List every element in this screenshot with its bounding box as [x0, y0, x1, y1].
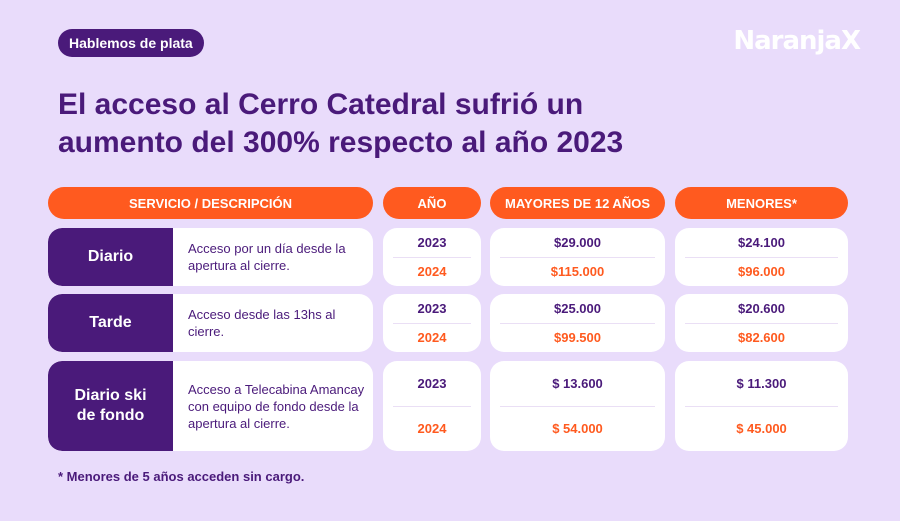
price-2023: $20.600 [738, 301, 785, 316]
price-2023: $25.000 [554, 301, 601, 316]
minors-price-cell: $20.600 $82.600 [675, 294, 848, 352]
minors-price-cell: $24.100 $96.000 [675, 228, 848, 286]
service-name: Tarde [48, 294, 173, 352]
minors-price-cell: $ 11.300 $ 45.000 [675, 361, 848, 451]
footnote: * Menores de 5 años acceden sin cargo. [58, 469, 305, 484]
header-service: SERVICIO / DESCRIPCIÓN [48, 187, 373, 219]
service-cell: Diario ski de fondo Acceso a Telecabina … [48, 361, 373, 451]
year-2024: 2024 [417, 421, 447, 436]
cell-divider [685, 406, 838, 407]
table-row: Diario ski de fondo Acceso a Telecabina … [48, 361, 848, 451]
price-2023: $ 13.600 [552, 376, 603, 391]
price-2024: $96.000 [738, 264, 785, 279]
cell-divider [393, 257, 471, 258]
year-2024: 2024 [417, 264, 447, 279]
year-cell: 2023 2024 [383, 361, 481, 451]
service-description: Acceso desde las 13hs al cierre. [188, 307, 336, 339]
category-tag: Hablemos de plata [58, 29, 204, 57]
price-2024: $ 45.000 [736, 421, 787, 436]
service-name: Diario ski de fondo [48, 361, 173, 451]
price-2023: $ 11.300 [736, 376, 787, 391]
service-cell: Tarde Acceso desde las 13hs al cierre. [48, 294, 373, 352]
header-adults: MAYORES DE 12 AÑOS [490, 187, 665, 219]
adults-price-cell: $25.000 $99.500 [490, 294, 665, 352]
table-row: Tarde Acceso desde las 13hs al cierre. 2… [48, 294, 848, 352]
price-2024: $115.000 [550, 264, 605, 279]
year-cell: 2023 2024 [383, 294, 481, 352]
page-title: El acceso al Cerro Catedral sufrió un au… [58, 88, 624, 159]
cell-divider [500, 323, 655, 324]
price-2024: $99.500 [554, 330, 601, 345]
price-2023: $24.100 [738, 235, 785, 250]
price-2023: $29.000 [554, 235, 601, 250]
service-cell: Diario Acceso por un día desde la apertu… [48, 228, 373, 286]
table-row: Diario Acceso por un día desde la apertu… [48, 228, 848, 286]
year-2023: 2023 [417, 235, 447, 250]
adults-price-cell: $ 13.600 $ 54.000 [490, 361, 665, 451]
adults-price-cell: $29.000 $115.000 [490, 228, 665, 286]
service-description: Acceso a Telecabina Amancay con equipo d… [188, 381, 365, 431]
year-2023: 2023 [417, 301, 447, 316]
naranjax-logo: NaranjaX [733, 26, 861, 56]
cell-divider [500, 406, 655, 407]
year-2024: 2024 [417, 330, 447, 345]
service-name: Diario [48, 228, 173, 286]
cell-divider [393, 406, 471, 407]
cell-divider [500, 257, 655, 258]
year-cell: 2023 2024 [383, 228, 481, 286]
year-2023: 2023 [417, 376, 447, 391]
header-minors: MENORES* [675, 187, 848, 219]
service-description: Acceso por un día desde la apertura al c… [188, 241, 346, 273]
price-2024: $ 54.000 [552, 421, 603, 436]
header-year: AÑO [383, 187, 481, 219]
cell-divider [685, 323, 838, 324]
cell-divider [685, 257, 838, 258]
cell-divider [393, 323, 471, 324]
price-2024: $82.600 [738, 330, 785, 345]
